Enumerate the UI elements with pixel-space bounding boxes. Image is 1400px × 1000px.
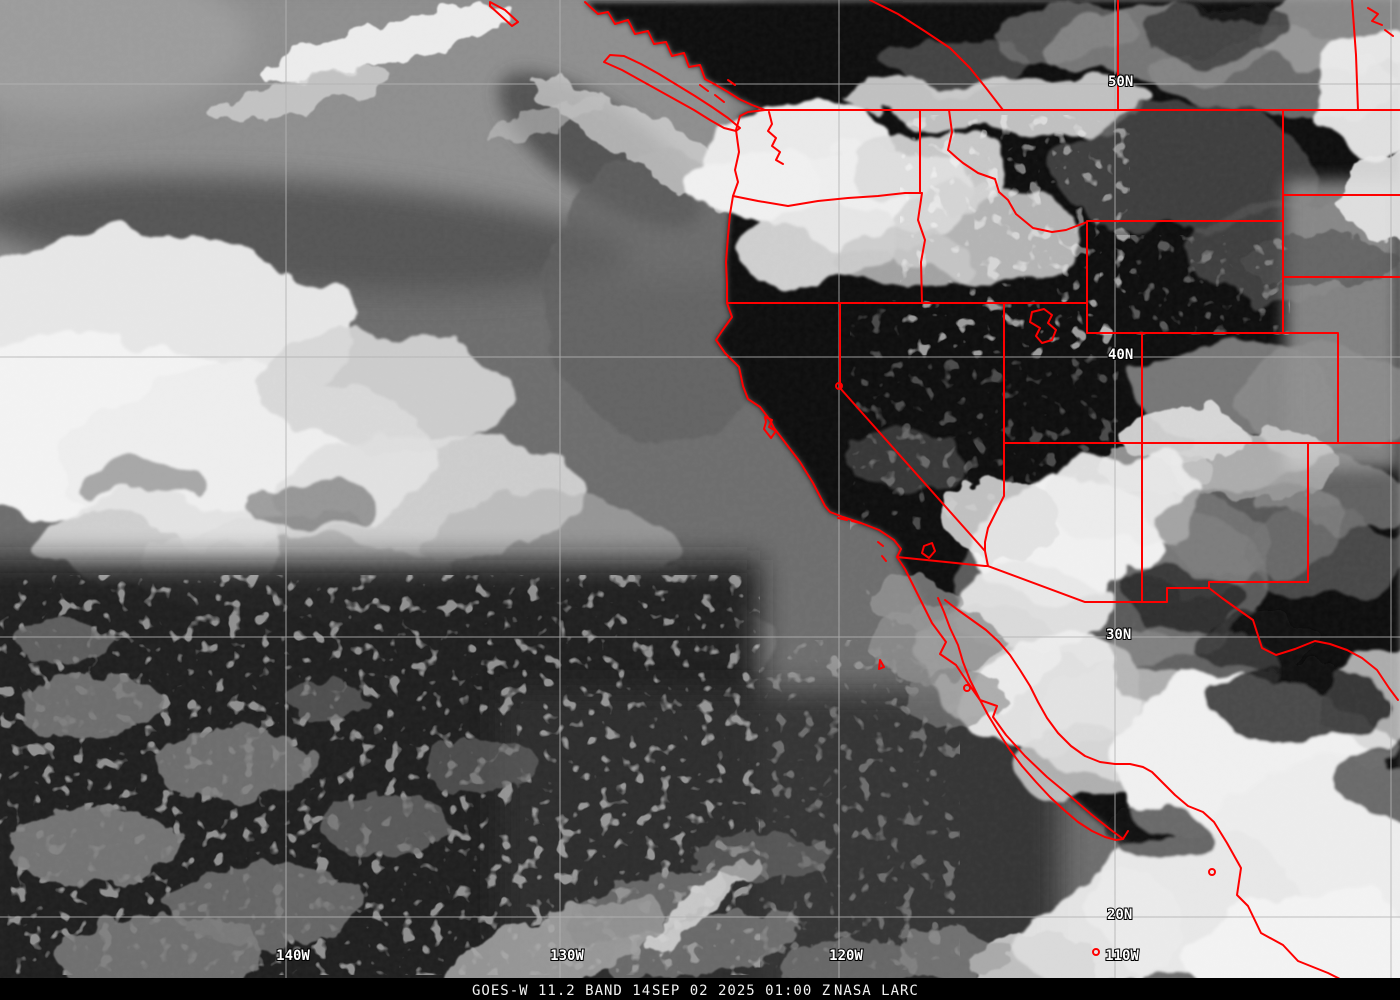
- state-borders: [726, 109, 1400, 603]
- socorro-island-outline: [1092, 948, 1100, 956]
- canadian-province-borders: [869, 0, 1359, 111]
- longitude-label-110w: 110W: [1105, 948, 1139, 964]
- timestamp-label: SEP 02 2025 01:00 Z: [652, 983, 831, 999]
- longitude-label-130w: 130W: [550, 948, 584, 964]
- status-bar: GOES-W 11.2 BAND 14 SEP 02 2025 01:00 Z …: [0, 978, 1400, 1000]
- longitude-label-140w: 140W: [276, 948, 310, 964]
- graticule-labels: 50N 40N 30N 20N 140W 130W 120W 110W: [275, 73, 1140, 965]
- graticule-lines: [0, 0, 1400, 978]
- haida-gwaii-outline: [489, 1, 1394, 37]
- coastline-path: [584, 1, 1343, 981]
- latitude-label-30n: 30N: [1106, 627, 1131, 643]
- islands: [837, 517, 887, 670]
- latitude-label-40n: 40N: [1108, 347, 1133, 363]
- longitude-label-120w: 120W: [829, 948, 863, 964]
- status-bar-background: [0, 978, 1400, 1000]
- latitude-label-20n: 20N: [1107, 907, 1132, 923]
- latitude-label-50n: 50N: [1108, 74, 1133, 90]
- lake-tahoe-outline: [835, 382, 843, 390]
- us-mexico-border: [896, 442, 1399, 701]
- credit-label: NASA LARC: [834, 983, 919, 999]
- product-label: GOES-W 11.2 BAND 14: [472, 983, 651, 999]
- cedros-island-outline: [963, 684, 971, 692]
- map-boundaries-overlay: [489, 0, 1400, 981]
- vancouver-island-outline: [603, 54, 784, 165]
- lakes-and-bays: [763, 308, 1057, 559]
- tres-marias-island-outline: [1208, 868, 1216, 876]
